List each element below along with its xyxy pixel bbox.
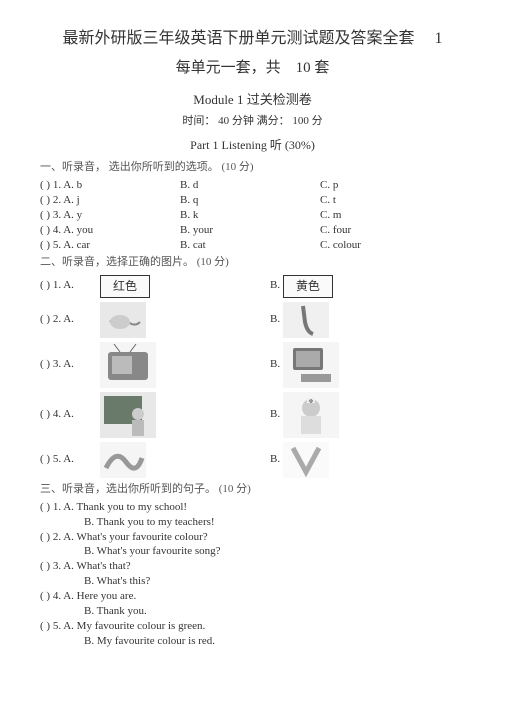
tv-icon-a xyxy=(100,342,156,388)
q3-1a: ( ) 1. A. Thank you to my school! xyxy=(40,500,465,515)
q1-1c: C. p xyxy=(320,178,465,193)
title-line-2: 每单元一套，共 10 套 xyxy=(40,58,465,79)
section-3-header: 三、听录音，选出你所听到的句子。 (10 分) xyxy=(40,482,465,497)
q3-2a: ( ) 2. A. What's your favourite colour? xyxy=(40,530,465,545)
pic-q1-b: B. xyxy=(270,278,280,293)
section-2-header: 二、听录音，选择正确的图片。 (10 分) xyxy=(40,255,465,270)
title-text: 最新外研版三年级英语下册单元测试题及答案全套 xyxy=(62,30,414,47)
part-title: Part 1 Listening 听 (30%) xyxy=(40,137,465,154)
pic-q2: ( ) 2. A. B. xyxy=(40,302,465,338)
title-line-1: 最新外研版三年级英语下册单元测试题及答案全套 1 xyxy=(40,28,465,50)
q3-1b: B. Thank you to my teachers! xyxy=(40,515,465,530)
q3-3b: B. What's this? xyxy=(40,574,465,589)
q1-4c: C. four xyxy=(320,223,465,238)
section-1-questions: ( ) 1. A. bB. dC. p ( ) 2. A. jB. qC. t … xyxy=(40,178,465,252)
module-title: Module 1 过关检测卷 xyxy=(40,91,465,109)
pic-q1: ( ) 1. A. 红色 B. 黄色 xyxy=(40,275,465,298)
q3-5a: ( ) 5. A. My favourite colour is green. xyxy=(40,619,465,634)
q1-1a: ( ) 1. A. b xyxy=(40,178,180,193)
v-shape-icon-b xyxy=(283,442,329,478)
pic-q4-lead: ( ) 4. A. xyxy=(40,407,100,422)
color-box-yellow: 黄色 xyxy=(283,275,333,298)
q1-5b: B. cat xyxy=(180,238,320,253)
subtitle-count: 10 套 xyxy=(296,60,330,76)
q1-2a: ( ) 2. A. j xyxy=(40,193,180,208)
nurse-icon-b xyxy=(283,392,339,438)
subtitle-text: 每单元一套，共 xyxy=(176,60,281,76)
snake-icon-a xyxy=(100,442,146,478)
color-box-red: 红色 xyxy=(100,275,150,298)
q1-3b: B. k xyxy=(180,208,320,223)
computer-icon-b xyxy=(283,342,339,388)
q1-3a: ( ) 3. A. y xyxy=(40,208,180,223)
arm-icon-b xyxy=(283,302,329,338)
pic-q3-lead: ( ) 3. A. xyxy=(40,357,100,372)
pic-q5: ( ) 5. A. B. xyxy=(40,442,465,478)
q1-3c: C. m xyxy=(320,208,465,223)
q3-4b: B. Thank you. xyxy=(40,604,465,619)
pic-q3: ( ) 3. A. B. xyxy=(40,342,465,388)
pic-q4: ( ) 4. A. B. xyxy=(40,392,465,438)
pic-q2-lead: ( ) 2. A. xyxy=(40,312,100,327)
pic-q1-lead: ( ) 1. A. xyxy=(40,278,100,293)
hands-icon-a xyxy=(100,302,146,338)
q1-5a: ( ) 5. A. car xyxy=(40,238,180,253)
q1-2b: B. q xyxy=(180,193,320,208)
pic-q3-b: B. xyxy=(270,357,280,372)
q3-2b: B. What's your favourite song? xyxy=(40,544,465,559)
title-number: 1 xyxy=(435,30,443,47)
pic-q5-lead: ( ) 5. A. xyxy=(40,452,100,467)
q1-5c: C. colour xyxy=(320,238,465,253)
q1-1b: B. d xyxy=(180,178,320,193)
q1-2c: C. t xyxy=(320,193,465,208)
pic-q2-b: B. xyxy=(270,312,280,327)
section-1-header: 一、听录音， 选出你所听到的选项。 (10 分) xyxy=(40,160,465,175)
pic-q4-b: B. xyxy=(270,407,280,422)
q3-5b: B. My favourite colour is red. xyxy=(40,634,465,649)
section-3-questions: ( ) 1. A. Thank you to my school! B. Tha… xyxy=(40,500,465,648)
q1-4a: ( ) 4. A. you xyxy=(40,223,180,238)
timing-info: 时间： 40 分钟 满分： 100 分 xyxy=(40,114,465,129)
pic-q5-b: B. xyxy=(270,452,280,467)
q1-4b: B. your xyxy=(180,223,320,238)
q3-3a: ( ) 3. A. What's that? xyxy=(40,559,465,574)
teacher-icon-a xyxy=(100,392,156,438)
q3-4a: ( ) 4. A. Here you are. xyxy=(40,589,465,604)
